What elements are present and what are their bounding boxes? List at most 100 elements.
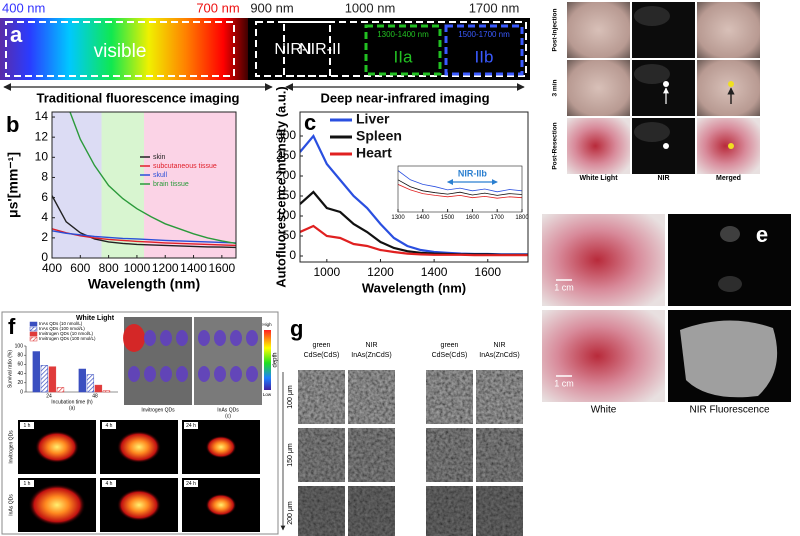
micro-texture — [476, 370, 523, 424]
y-tick-label: 100 — [276, 208, 296, 222]
nir2-box — [283, 21, 527, 77]
photo — [542, 310, 665, 402]
y-tick-label: 40 — [17, 371, 23, 377]
x-tick-label: 1000 — [313, 265, 340, 279]
panel-letter: b — [6, 112, 19, 137]
x-tick-label: 1300 — [391, 215, 405, 221]
legend-swatch — [29, 336, 38, 342]
col-label: Merged — [716, 175, 741, 182]
scale-label: 1 cm — [554, 282, 574, 292]
x-tick-label: 48 — [92, 393, 98, 399]
band-label: IIb — [475, 47, 494, 66]
wavelength-label: 900 nm — [250, 0, 293, 15]
legend-label: Invitrogen QDs (10 nmol/L) — [39, 331, 94, 336]
photo — [697, 60, 760, 116]
chart — [51, 111, 237, 259]
legend-label: subcutaneous tissue — [153, 163, 217, 170]
group-label: InAs QDs — [217, 407, 239, 413]
x-tick-label: 1000 — [124, 261, 151, 275]
colorbar-label: depth — [273, 352, 279, 367]
time-label: 4 h — [106, 423, 113, 429]
fluor-body — [28, 484, 86, 526]
colorbar — [264, 330, 271, 390]
series-line — [52, 230, 236, 244]
time-tag — [20, 422, 34, 429]
wavelength-label: 700 nm — [196, 0, 239, 15]
micro-texture — [348, 370, 395, 424]
photo — [542, 214, 665, 306]
x-axis-label: Incubation time (h) — [51, 399, 93, 405]
organ — [246, 366, 258, 382]
x-axis-label: Wavelength (nm) — [362, 280, 466, 295]
col-label: NIR — [657, 175, 669, 182]
col-label: InAs(ZnCdS) — [479, 352, 519, 359]
x-tick-label: 1600 — [474, 265, 501, 279]
range-label: Traditional fluorescence imaging — [37, 90, 240, 105]
visible-box — [5, 21, 235, 77]
nir-spot — [663, 143, 669, 149]
nir-glow — [720, 226, 740, 242]
y-tick-label: 8 — [41, 170, 48, 184]
organ — [214, 366, 226, 382]
time-label: 24 h — [186, 423, 196, 429]
micro-texture — [298, 486, 345, 536]
band-label: IIa — [394, 47, 413, 66]
depth-label: 200 μm — [287, 501, 294, 525]
row-label: InAs QDs — [8, 494, 14, 516]
x-tick-label: 800 — [99, 261, 119, 275]
sub-label: (a) — [69, 405, 75, 411]
photo — [567, 118, 630, 174]
time-label: 24 h — [186, 481, 196, 487]
y-tick-label: 6 — [41, 190, 48, 204]
wavelength-label: 1000 nm — [345, 0, 396, 15]
time-label: 4 h — [106, 481, 113, 487]
panel-title: White Light — [76, 315, 115, 322]
legend-label: Heart — [356, 145, 392, 161]
plot-frame — [299, 111, 529, 263]
y-tick-label: 0 — [41, 250, 48, 264]
fluor-body — [117, 431, 161, 463]
depth-label: 150 μm — [287, 443, 294, 467]
x-tick-label: 400 — [42, 261, 62, 275]
wavelength-label: 1700 nm — [469, 0, 520, 15]
bar — [102, 390, 111, 393]
x-tick-label: 1500 — [441, 215, 455, 221]
y-tick-label: 80 — [17, 353, 23, 359]
x-axis-label: Wavelength (nm) — [88, 276, 200, 292]
time-tag — [184, 422, 198, 429]
bar — [32, 351, 40, 393]
y-tick-label: 250 — [276, 148, 296, 162]
micro-texture — [298, 370, 345, 424]
legend-swatch — [29, 331, 38, 337]
bar — [86, 374, 95, 393]
organ — [160, 366, 172, 382]
legend-label: Liver — [356, 111, 390, 127]
band-label: NIR-I — [274, 41, 311, 58]
legend-label: InAs QDs (100 nmol/L) — [39, 326, 85, 331]
time-label: 1 h — [24, 481, 31, 487]
nir-haze — [634, 64, 670, 84]
x-tick-label: 1800 — [515, 215, 529, 221]
organ — [230, 330, 242, 346]
annotation-label: NIR-IIb — [458, 168, 487, 178]
y-tick-label: 20 — [17, 380, 23, 386]
legend-label: skin — [153, 154, 166, 161]
col-label: CdSe(CdS) — [432, 352, 468, 359]
row-label: Post-Resection — [552, 122, 559, 169]
time-tag — [20, 480, 34, 487]
x-tick-label: 1400 — [180, 261, 207, 275]
plot-frame — [51, 111, 237, 259]
organ — [214, 330, 226, 346]
organ — [198, 330, 210, 346]
panel-letter: c — [304, 110, 316, 135]
merged-spot — [728, 143, 734, 149]
band-label: visible — [94, 41, 147, 62]
organ — [123, 324, 145, 352]
panel-letter: f — [8, 314, 16, 339]
micro-texture — [426, 370, 473, 424]
plot-bg — [398, 166, 522, 212]
organ — [230, 366, 242, 382]
bar — [40, 365, 49, 393]
organ — [176, 330, 188, 346]
